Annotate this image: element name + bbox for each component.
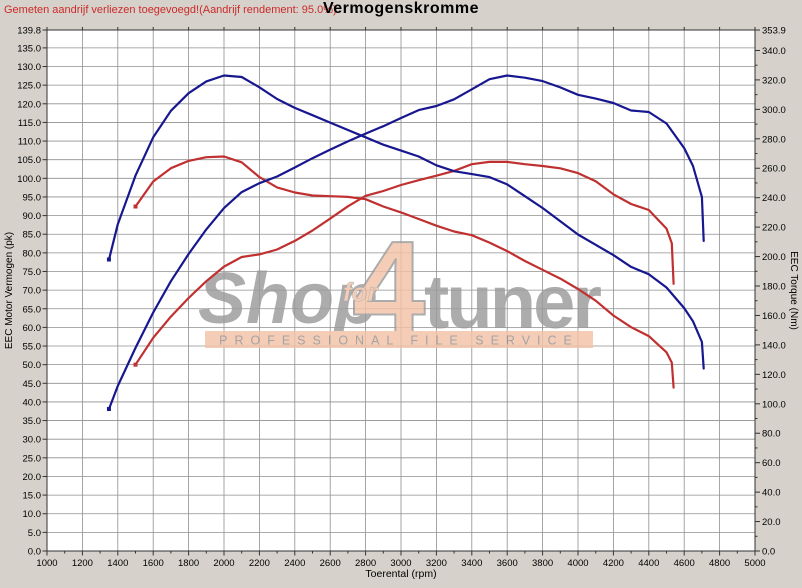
svg-text:50.0: 50.0: [23, 360, 42, 371]
plot-border: [46, 29, 756, 552]
svg-text:70.0: 70.0: [23, 286, 42, 297]
svg-text:260.0: 260.0: [762, 164, 786, 175]
y-axis-left-title: EEC Motor Vermogen (pk): [4, 232, 15, 349]
svg-text:3400: 3400: [461, 558, 482, 569]
svg-text:300.0: 300.0: [762, 105, 786, 116]
svg-text:95.0: 95.0: [23, 192, 42, 203]
svg-text:5000: 5000: [744, 558, 765, 569]
svg-text:4800: 4800: [709, 558, 730, 569]
watermark-tuner: tuner: [424, 260, 601, 345]
axis-tick-labels: 1000 1200 1400 1600 1800 2000 2200 2400 2600 2800…: [17, 26, 786, 570]
watermark-bar: [205, 331, 593, 348]
svg-text:160.0: 160.0: [762, 311, 786, 322]
x-axis-title: Toerental (rpm): [365, 568, 436, 580]
svg-text:5.0: 5.0: [28, 528, 41, 539]
svg-text:3800: 3800: [532, 558, 553, 569]
svg-text:15.0: 15.0: [23, 491, 42, 502]
svg-text:20.0: 20.0: [23, 472, 42, 483]
svg-text:1600: 1600: [143, 558, 164, 569]
svg-text:65.0: 65.0: [23, 304, 42, 315]
svg-text:4600: 4600: [674, 558, 695, 569]
svg-text:280.0: 280.0: [762, 134, 786, 145]
svg-text:3600: 3600: [497, 558, 518, 569]
svg-text:135.0: 135.0: [17, 43, 41, 54]
svg-text:0.0: 0.0: [762, 547, 775, 558]
svg-text:340.0: 340.0: [762, 46, 786, 57]
svg-text:90.0: 90.0: [23, 211, 42, 222]
svg-text:3200: 3200: [426, 558, 447, 569]
svg-text:180.0: 180.0: [762, 282, 786, 293]
svg-text:55.0: 55.0: [23, 342, 42, 353]
svg-text:200.0: 200.0: [762, 252, 786, 263]
svg-text:75.0: 75.0: [23, 267, 42, 278]
svg-text:353.9: 353.9: [762, 26, 786, 37]
svg-text:100.0: 100.0: [762, 399, 786, 410]
svg-text:3000: 3000: [390, 558, 411, 569]
svg-text:2800: 2800: [355, 558, 376, 569]
curve-start-marker-torque-original: [133, 204, 138, 209]
svg-text:220.0: 220.0: [762, 223, 786, 234]
curve-power-tuned: [107, 74, 705, 411]
svg-text:1000: 1000: [36, 558, 57, 569]
svg-text:10.0: 10.0: [23, 509, 42, 520]
svg-text:320.0: 320.0: [762, 75, 786, 86]
svg-text:120.0: 120.0: [762, 370, 786, 381]
svg-text:20.0: 20.0: [762, 517, 781, 528]
svg-text:110.0: 110.0: [18, 137, 41, 148]
svg-text:80.0: 80.0: [762, 429, 781, 440]
svg-text:4000: 4000: [567, 558, 588, 569]
svg-text:30.0: 30.0: [23, 435, 42, 446]
svg-text:125.0: 125.0: [17, 81, 41, 92]
svg-text:2400: 2400: [284, 558, 305, 569]
svg-text:240.0: 240.0: [762, 193, 786, 204]
svg-text:2200: 2200: [249, 558, 270, 569]
svg-text:130.0: 130.0: [17, 62, 41, 73]
svg-text:1400: 1400: [107, 558, 128, 569]
svg-text:85.0: 85.0: [23, 230, 42, 241]
curve-start-marker-power-tuned: [106, 407, 111, 412]
svg-text:0.0: 0.0: [28, 547, 41, 558]
curve-power-original: [134, 160, 675, 366]
svg-text:4200: 4200: [603, 558, 624, 569]
curve-torque-original: [134, 155, 675, 389]
svg-text:115.0: 115.0: [18, 118, 41, 129]
watermark-shop: Shop: [198, 259, 378, 339]
svg-text:1200: 1200: [72, 558, 93, 569]
svg-text:80.0: 80.0: [23, 248, 42, 259]
svg-text:60.0: 60.0: [23, 323, 42, 334]
svg-text:139.8: 139.8: [17, 26, 41, 37]
svg-text:100.0: 100.0: [17, 174, 41, 185]
watermark-for: for: [343, 277, 380, 307]
watermark-tagline: PROFESSIONAL FILE SERVICE: [219, 334, 579, 348]
curve-start-marker-torque-tuned: [106, 257, 111, 262]
svg-text:120.0: 120.0: [17, 99, 41, 110]
curve-start-marker-power-original: [133, 362, 138, 367]
svg-text:1800: 1800: [178, 558, 199, 569]
svg-text:2600: 2600: [320, 558, 341, 569]
svg-text:60.0: 60.0: [762, 458, 781, 469]
svg-text:40.0: 40.0: [762, 488, 781, 499]
svg-text:2000: 2000: [213, 558, 234, 569]
svg-text:40.0: 40.0: [23, 397, 42, 408]
y-axis-right-title: EEC Torque (Nm): [788, 251, 799, 330]
drivetrain-loss-note: Gemeten aandrijf verliezen toegevoegd!(A…: [4, 4, 337, 16]
svg-text:35.0: 35.0: [23, 416, 42, 427]
curve-torque-tuned: [107, 74, 705, 370]
svg-text:4400: 4400: [638, 558, 659, 569]
svg-text:45.0: 45.0: [23, 379, 42, 390]
svg-text:105.0: 105.0: [17, 155, 41, 166]
chart-title: Vermogenskromme: [322, 0, 479, 17]
svg-text:140.0: 140.0: [762, 340, 786, 351]
svg-text:25.0: 25.0: [23, 453, 42, 464]
